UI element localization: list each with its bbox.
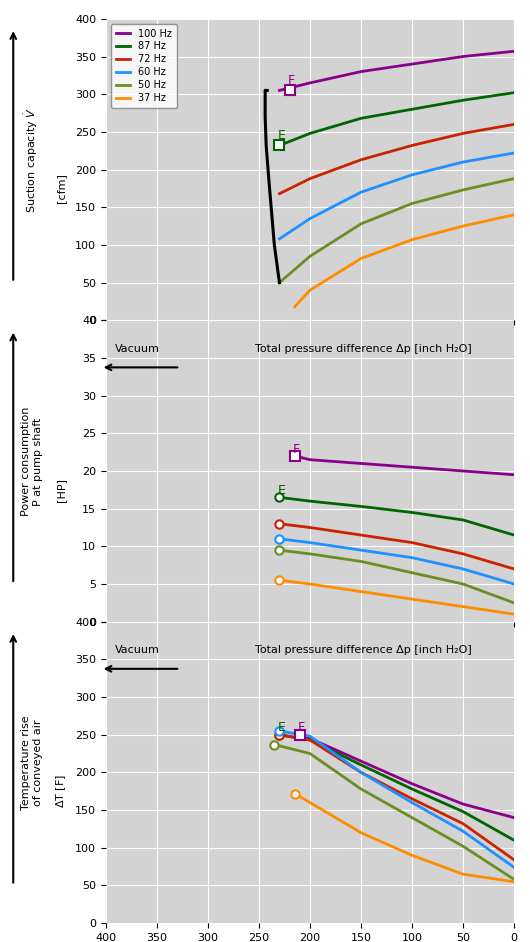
Text: Total pressure difference Δp [inch H₂O]: Total pressure difference Δp [inch H₂O] — [255, 645, 471, 656]
Text: Temperature rise
of conveyed air: Temperature rise of conveyed air — [21, 716, 42, 810]
Text: E: E — [277, 129, 285, 142]
Text: E: E — [277, 721, 285, 734]
Text: F: F — [288, 74, 295, 88]
Text: $\Delta$T [F]: $\Delta$T [F] — [54, 774, 68, 808]
Text: Total pressure difference Δp [inch H₂O]: Total pressure difference Δp [inch H₂O] — [255, 344, 471, 354]
Text: [cfm]: [cfm] — [56, 173, 66, 203]
Text: Vacuum: Vacuum — [116, 344, 160, 354]
Text: Power consumption
P at pump shaft: Power consumption P at pump shaft — [21, 407, 42, 516]
Text: [HP]: [HP] — [56, 478, 66, 502]
Text: F: F — [293, 443, 300, 456]
Text: F: F — [298, 721, 305, 734]
Text: Vacuum: Vacuum — [116, 645, 160, 656]
Text: Suction capacity $\dot{V}$: Suction capacity $\dot{V}$ — [23, 107, 40, 213]
Text: E: E — [277, 484, 285, 497]
Legend: 100 Hz, 87 Hz, 72 Hz, 60 Hz, 50 Hz, 37 Hz: 100 Hz, 87 Hz, 72 Hz, 60 Hz, 50 Hz, 37 H… — [111, 24, 177, 108]
